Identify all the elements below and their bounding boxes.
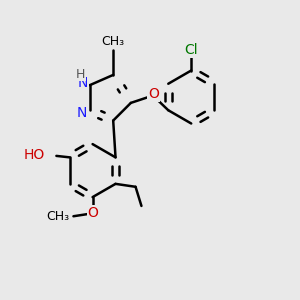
Text: O: O xyxy=(88,206,99,220)
Text: N: N xyxy=(76,106,87,120)
Text: N: N xyxy=(78,76,88,90)
Text: CH₃: CH₃ xyxy=(46,210,69,223)
Text: H: H xyxy=(76,68,85,80)
Text: Cl: Cl xyxy=(184,43,198,57)
Text: CH₃: CH₃ xyxy=(102,35,125,48)
Text: O: O xyxy=(148,87,159,101)
Text: HO: HO xyxy=(24,148,45,162)
